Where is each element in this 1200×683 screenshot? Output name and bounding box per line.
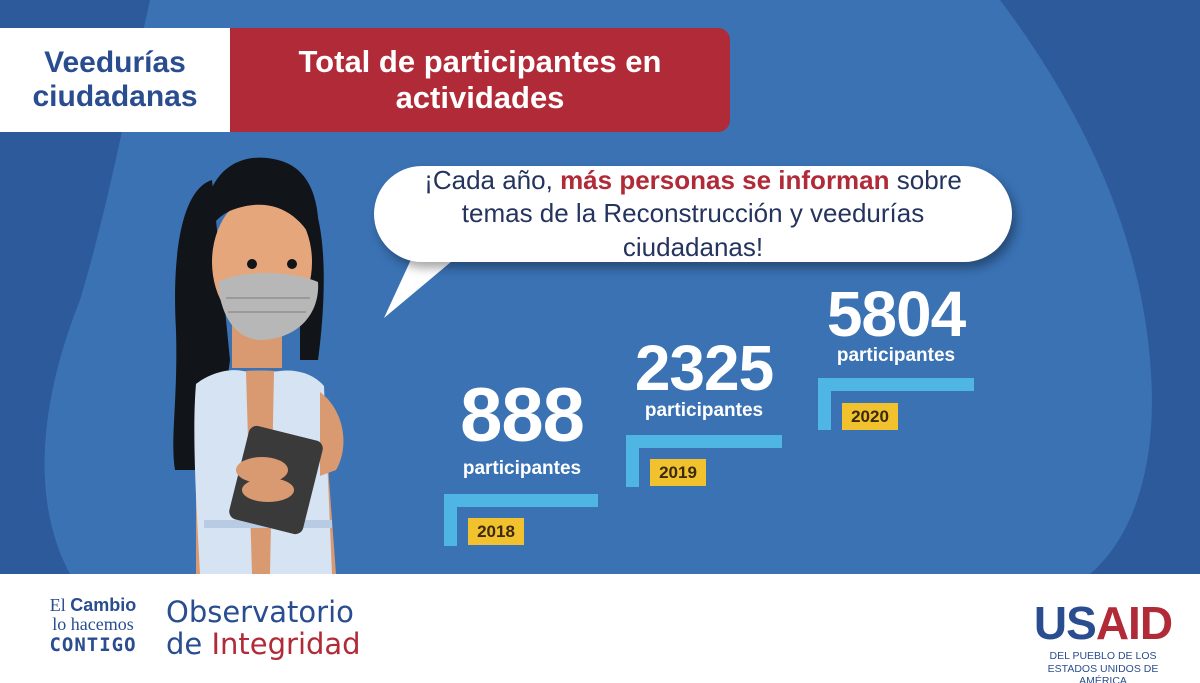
step-2018 — [444, 494, 598, 546]
year-badge-2018: 2018 — [468, 518, 524, 545]
stat-label-2019: participantes — [644, 400, 764, 421]
woman-illustration — [173, 157, 344, 574]
step-2019 — [626, 435, 782, 487]
stat-value-2019: 2325 — [634, 332, 774, 404]
usaid-logo: USAID DEL PUEBLO DE LOS ESTADOS UNIDOS D… — [1028, 600, 1178, 683]
stat-label-2018: participantes — [462, 458, 582, 479]
step-2020 — [818, 378, 974, 430]
campaign-logo: El Cambio lo hacemos CONTIGO — [28, 596, 158, 657]
bubble-text-prefix: ¡Cada año, — [424, 165, 561, 196]
speech-bubble-text: ¡Cada año, más personas se informan sobr… — [393, 164, 993, 264]
main-title-box: Total de participantes en actividades — [230, 28, 730, 132]
section-title: Veedurías ciudadanas — [32, 46, 198, 113]
observatorio-line-2-a: de — [166, 627, 212, 662]
usaid-us: US — [1033, 597, 1097, 649]
campaign-line-3: CONTIGO — [49, 633, 137, 656]
bubble-text-highlight: más personas se informan — [560, 165, 890, 196]
campaign-line-1: El Cambio — [28, 596, 158, 615]
footer-bar — [0, 574, 1200, 683]
observatorio-logo: Observatorio de Integridad — [166, 596, 361, 661]
stat-value-2018: 888 — [460, 373, 585, 458]
year-badge-2020: 2020 — [842, 403, 898, 430]
campaign-line-1-b: Cambio — [70, 595, 137, 615]
usaid-aid: AID — [1095, 597, 1173, 649]
observatorio-line-2: de Integridad — [166, 628, 361, 660]
observatorio-line-2-b: Integridad — [211, 627, 361, 662]
campaign-line-2: lo hacemos — [52, 613, 134, 634]
usaid-tagline: DEL PUEBLO DE LOS ESTADOS UNIDOS DE AMÉR… — [1047, 650, 1159, 683]
campaign-line-1-a: El — [49, 595, 71, 615]
main-title: Total de participantes en actividades — [298, 44, 662, 115]
observatorio-line-1: Observatorio — [166, 595, 354, 629]
stat-label-2020: participantes — [836, 345, 956, 366]
usaid-wordmark: USAID — [1028, 600, 1178, 646]
section-title-box: Veedurías ciudadanas — [0, 28, 230, 132]
stat-value-2020: 5804 — [826, 278, 966, 350]
speech-bubble: ¡Cada año, más personas se informan sobr… — [374, 164, 1012, 264]
bubble-text-suffix: sobre temas de la Reconstrucción y veedu… — [461, 165, 962, 262]
year-badge-2019: 2019 — [650, 459, 706, 486]
